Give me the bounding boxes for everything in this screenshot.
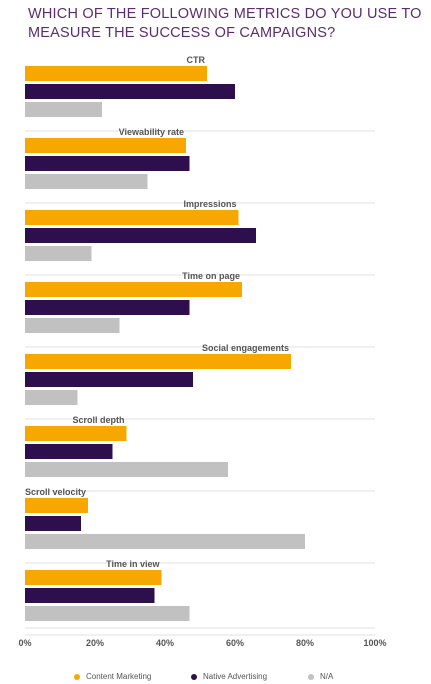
- category-label: Viewability rate: [119, 127, 184, 137]
- legend-swatch: [191, 673, 197, 680]
- x-tick-label: 20%: [86, 638, 104, 648]
- bar-n-a-viewability-rate: [25, 174, 148, 189]
- x-tick-label: 60%: [226, 638, 244, 648]
- bar-content-marketing-scroll-depth: [25, 426, 127, 441]
- bar-n-a-time-on-page: [25, 318, 120, 333]
- category-label: Social engagements: [202, 343, 289, 353]
- bar-n-a-scroll-velocity: [25, 534, 305, 549]
- legend-item-na: N/A: [308, 672, 333, 681]
- bar-content-marketing-ctr: [25, 66, 207, 81]
- legend-label: N/A: [320, 672, 334, 681]
- bar-native-advertising-ctr: [25, 84, 235, 99]
- legend-label: Content Marketing: [86, 672, 152, 681]
- category-label: CTR: [187, 55, 206, 65]
- legend-item-content-marketing: Content Marketing: [74, 672, 151, 681]
- category-label: Scroll depth: [72, 415, 124, 425]
- bar-n-a-impressions: [25, 246, 92, 261]
- bar-native-advertising-scroll-velocity: [25, 516, 81, 531]
- bar-content-marketing-time-on-page: [25, 282, 242, 297]
- bar-n-a-social-engagements: [25, 390, 78, 405]
- bar-content-marketing-viewability-rate: [25, 138, 186, 153]
- bar-content-marketing-impressions: [25, 210, 239, 225]
- legend-label: Native Advertising: [203, 672, 268, 681]
- chart-title: WHICH OF THE FOLLOWING METRICS DO YOU US…: [28, 6, 422, 41]
- bar-content-marketing-time-in-view: [25, 570, 162, 585]
- category-label: Scroll velocity: [25, 487, 86, 497]
- bar-native-advertising-time-on-page: [25, 300, 190, 315]
- bar-native-advertising-scroll-depth: [25, 444, 113, 459]
- bar-n-a-scroll-depth: [25, 462, 228, 477]
- legend-swatch: [308, 673, 314, 680]
- category-label: Time in view: [106, 559, 160, 569]
- bar-native-advertising-viewability-rate: [25, 156, 190, 171]
- chart-legend: Content Marketing Native Advertising N/A: [0, 668, 431, 684]
- bar-content-marketing-scroll-velocity: [25, 498, 88, 513]
- x-tick-label: 80%: [296, 638, 314, 648]
- bar-chart: CTR Viewability rate Impressions Time on pa…: [18, 55, 386, 648]
- legend-item-native-advertising: Native Advertising: [191, 672, 267, 681]
- x-tick-label: 100%: [363, 638, 386, 648]
- bar-n-a-time-in-view: [25, 606, 190, 621]
- bar-native-advertising-impressions: [25, 228, 256, 243]
- bar-native-advertising-time-in-view: [25, 588, 155, 603]
- x-tick-label: 0%: [18, 638, 31, 648]
- x-tick-label: 40%: [156, 638, 174, 648]
- bar-content-marketing-social-engagements: [25, 354, 291, 369]
- bar-native-advertising-social-engagements: [25, 372, 193, 387]
- legend-swatch: [74, 673, 80, 680]
- category-label: Time on page: [182, 271, 240, 281]
- category-label: Impressions: [183, 199, 236, 209]
- bar-n-a-ctr: [25, 102, 102, 117]
